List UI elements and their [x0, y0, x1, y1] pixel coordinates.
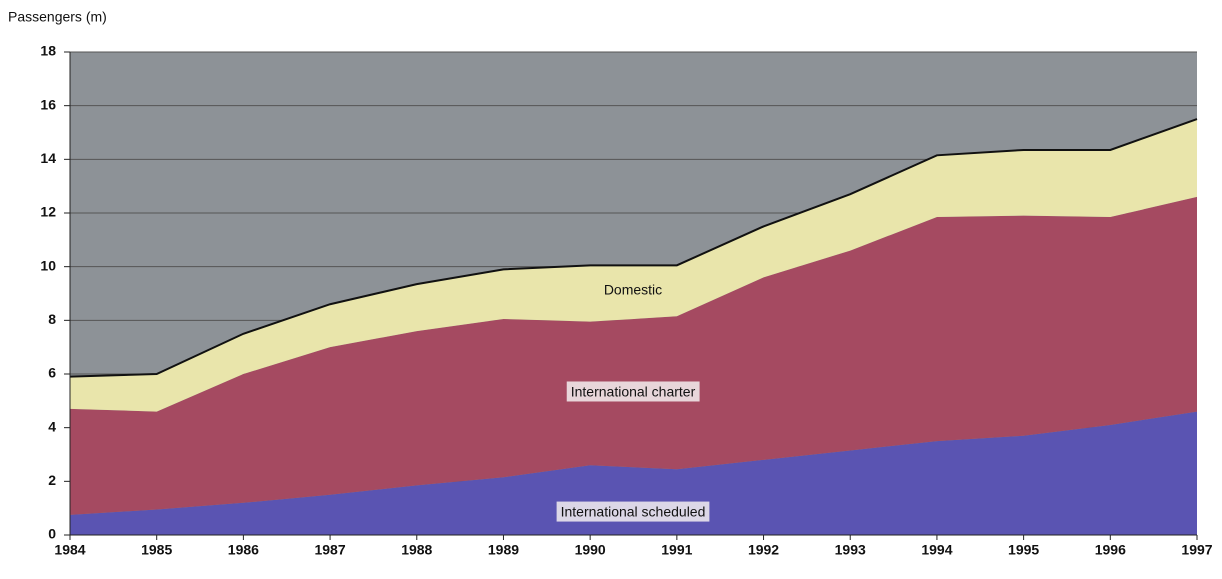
- y-tick-label: 2: [48, 472, 56, 488]
- x-tick-label: 1992: [748, 542, 779, 558]
- area: [70, 411, 1197, 535]
- label-box: [556, 501, 710, 522]
- x-tick-label: 1989: [488, 542, 519, 558]
- y-tick-label: 4: [48, 418, 56, 434]
- x-tick-label: 1986: [228, 542, 259, 558]
- series-label: International scheduled: [561, 504, 706, 520]
- area: [70, 196, 1197, 515]
- y-tick-label: 6: [48, 365, 56, 381]
- y-tick-label: 18: [40, 43, 56, 59]
- x-tick-label: 1985: [141, 542, 172, 558]
- y-tick-label: 16: [40, 96, 56, 112]
- total-line: [69, 118, 1198, 378]
- x-tick-label: 1995: [1008, 542, 1039, 558]
- x-tick-label: 1993: [835, 542, 866, 558]
- series-label: Domestic: [604, 282, 662, 298]
- y-tick-label: 12: [40, 204, 56, 220]
- x-tick-label: 1991: [661, 542, 692, 558]
- x-tick-label: 1997: [1181, 542, 1212, 558]
- y-axis-label: Passengers (m): [8, 9, 107, 25]
- y-tick-label: 14: [40, 150, 56, 166]
- x-tick-label: 1990: [575, 542, 606, 558]
- x-tick-label: 1988: [401, 542, 432, 558]
- x-tick-label: 1987: [314, 542, 345, 558]
- label-box: [566, 381, 700, 402]
- x-tick-label: 1994: [921, 542, 952, 558]
- series-label: International charter: [571, 383, 696, 399]
- y-tick-label: 10: [40, 257, 56, 273]
- x-tick-label: 1996: [1095, 542, 1126, 558]
- x-tick-label: 1984: [54, 542, 85, 558]
- y-tick-label: 8: [48, 311, 56, 327]
- y-tick-label: 0: [48, 526, 56, 542]
